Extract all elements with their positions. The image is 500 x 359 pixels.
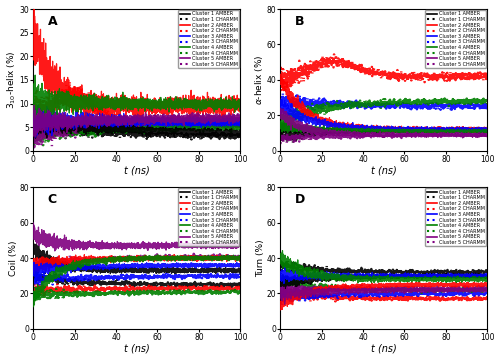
Legend: Cluster 1 AMBER, Cluster 1 CHARMM, Cluster 2 AMBER, Cluster 2 CHARMM, Cluster 3 : Cluster 1 AMBER, Cluster 1 CHARMM, Clust… (178, 10, 240, 68)
Text: D: D (295, 193, 305, 206)
X-axis label: t (ns): t (ns) (371, 165, 396, 175)
Y-axis label: $3_{10}$-helix (%): $3_{10}$-helix (%) (6, 51, 18, 109)
X-axis label: t (ns): t (ns) (371, 344, 396, 354)
Text: C: C (48, 193, 57, 206)
Legend: Cluster 1 AMBER, Cluster 1 CHARMM, Cluster 2 AMBER, Cluster 2 CHARMM, Cluster 3 : Cluster 1 AMBER, Cluster 1 CHARMM, Clust… (178, 188, 240, 246)
X-axis label: t (ns): t (ns) (124, 165, 150, 175)
Y-axis label: Coil (%): Coil (%) (9, 240, 18, 276)
Text: B: B (295, 15, 304, 28)
Y-axis label: Turn (%): Turn (%) (256, 239, 265, 277)
Text: A: A (48, 15, 58, 28)
Legend: Cluster 1 AMBER, Cluster 1 CHARMM, Cluster 2 AMBER, Cluster 2 CHARMM, Cluster 3 : Cluster 1 AMBER, Cluster 1 CHARMM, Clust… (425, 10, 486, 68)
Legend: Cluster 1 AMBER, Cluster 1 CHARMM, Cluster 2 AMBER, Cluster 2 CHARMM, Cluster 3 : Cluster 1 AMBER, Cluster 1 CHARMM, Clust… (425, 188, 486, 246)
Y-axis label: $\alpha$-helix (%): $\alpha$-helix (%) (253, 55, 265, 105)
X-axis label: t (ns): t (ns) (124, 344, 150, 354)
